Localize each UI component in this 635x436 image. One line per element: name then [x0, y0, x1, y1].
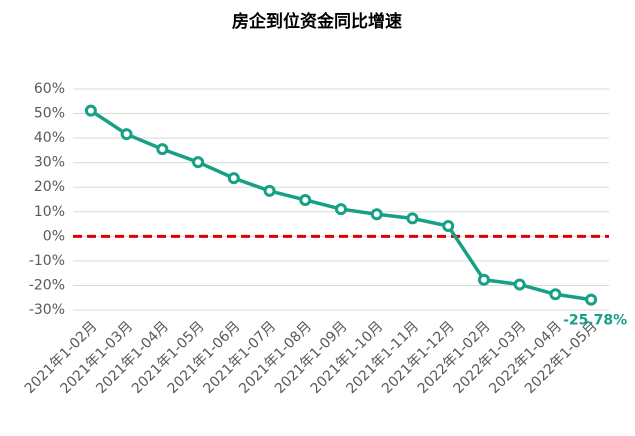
point: [335, 203, 347, 216]
point: [585, 293, 598, 306]
y-tick-label: 50%: [34, 106, 65, 122]
y-tick-label: -20%: [29, 277, 65, 293]
point: [477, 273, 490, 286]
point: [84, 104, 97, 117]
y-tick-label: 20%: [34, 179, 65, 195]
y-tick-label: 10%: [34, 204, 65, 220]
value-label: -25.78%: [563, 313, 627, 329]
point: [227, 172, 240, 185]
point: [192, 156, 205, 169]
chart-title: 房企到位资金同比增速: [232, 11, 402, 32]
point: [156, 143, 169, 156]
y-tick-label: 0%: [43, 228, 65, 244]
point: [370, 208, 383, 221]
point: [442, 220, 455, 233]
point: [406, 212, 419, 225]
point: [513, 278, 526, 291]
point: [549, 288, 562, 301]
y-tick-label: 40%: [34, 130, 65, 146]
y-tick-label: -30%: [29, 302, 65, 318]
point: [299, 193, 312, 206]
y-tick-label: 60%: [34, 81, 65, 97]
y-tick-label: -10%: [29, 253, 65, 269]
point: [120, 128, 133, 141]
y-tick-label: 30%: [34, 155, 65, 171]
point: [263, 184, 276, 197]
